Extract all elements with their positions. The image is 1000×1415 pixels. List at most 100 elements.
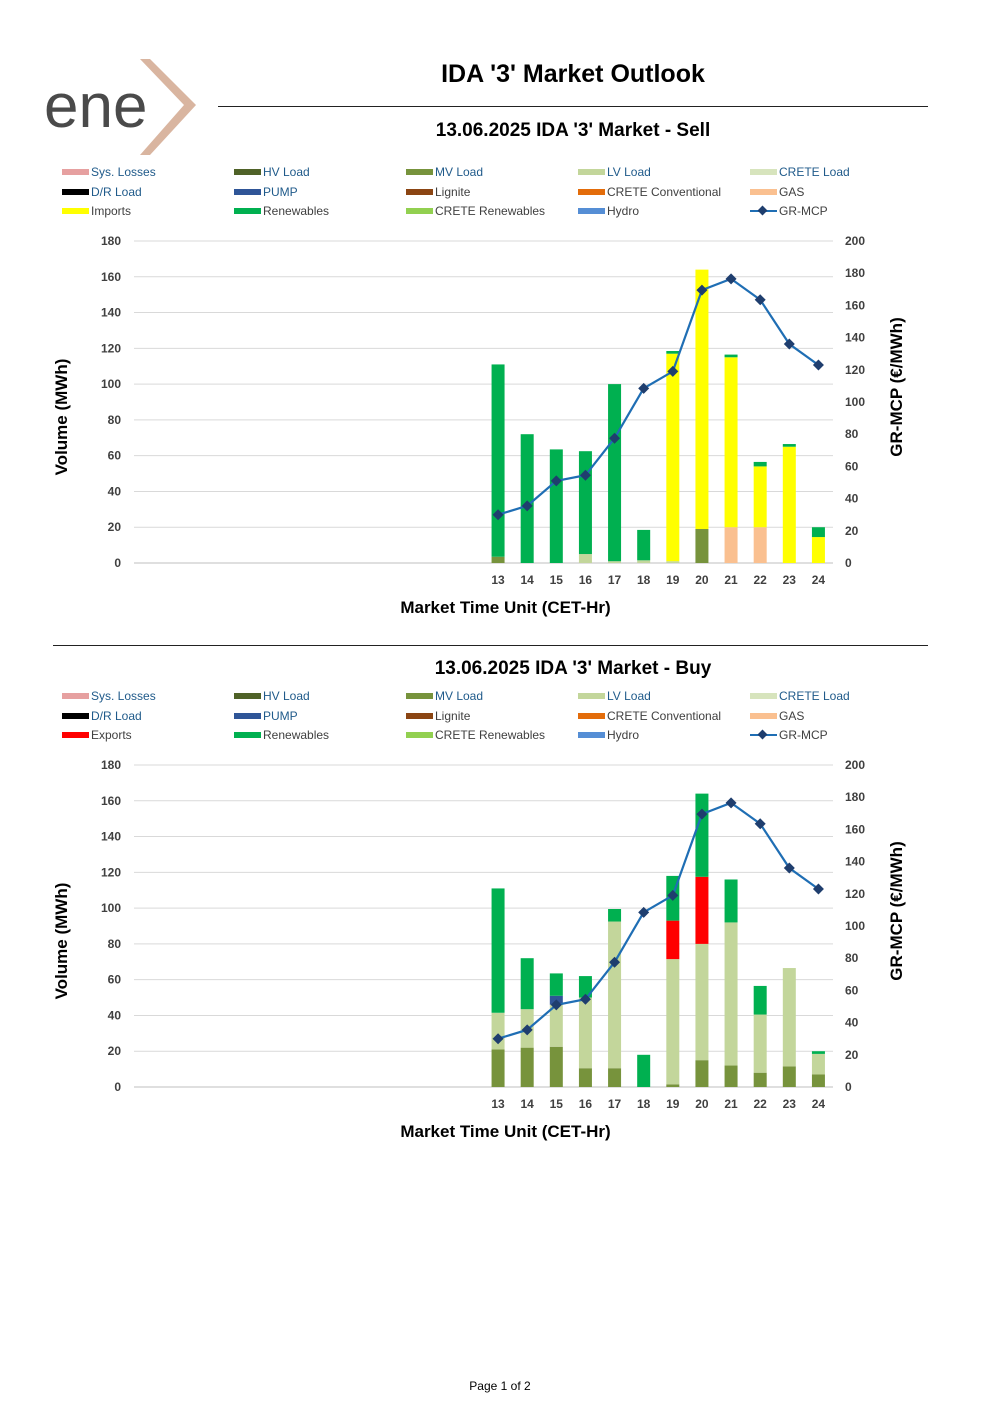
legend-swatch: [234, 732, 261, 738]
x-tick-label: 22: [754, 1097, 768, 1111]
x-tick-label: 20: [695, 573, 709, 587]
legend-item-lignite: Lignite: [406, 185, 470, 199]
legend-swatch: [578, 732, 605, 738]
bar-segment-renewables-16: [578, 976, 592, 998]
x-tick-label: 17: [608, 573, 622, 587]
y2-tick-label: 100: [845, 395, 865, 409]
legend-label: CRETE Load: [779, 689, 850, 703]
x-tick-label: 14: [521, 573, 535, 587]
legend-label: CRETE Conventional: [607, 184, 722, 199]
bar-segment-mv-load-15: [549, 1046, 563, 1087]
gr-mcp-line: [497, 801, 820, 1040]
bar-segment-imports-24: [811, 537, 825, 563]
bar-segment-lv-load-19: [666, 959, 680, 1085]
y-tick-label: 120: [101, 865, 121, 879]
y2-tick-label: 120: [845, 363, 865, 377]
gr-mcp-point-16: [579, 993, 591, 1005]
legend-line-marker-icon: [750, 206, 777, 216]
y-tick-label: 40: [108, 1008, 122, 1022]
bar-segment-renewables-15: [549, 449, 563, 563]
x-tick-label: 18: [637, 1097, 651, 1111]
bar-segment-exports-20: [695, 876, 709, 944]
gr-mcp-point-14: [521, 500, 533, 512]
bar-segment-renewables-18: [637, 529, 651, 561]
enex-logo: ene: [40, 55, 210, 160]
bar-segment-lv-load-15: [549, 1004, 563, 1047]
legend-label: CRETE Renewables: [435, 204, 546, 218]
x-tick-label: 16: [579, 573, 593, 587]
legend-swatch: [578, 169, 605, 175]
bar-segment-lv-load-16: [578, 554, 592, 563]
legend-label: Sys. Losses: [91, 165, 156, 179]
y2-tick-label: 40: [845, 492, 859, 506]
bar-segment-lv-load-20: [695, 943, 709, 1061]
y-tick-label: 80: [108, 937, 122, 951]
legend-label: Sys. Losses: [91, 689, 156, 703]
bar-segment-lv-load-19: [666, 561, 680, 563]
gr-mcp-point-20: [696, 284, 708, 296]
x-tick-label: 24: [812, 1097, 826, 1111]
y2-tick-label: 200: [845, 234, 865, 248]
legend-label: PUMP: [263, 708, 298, 723]
bar-segment-mv-load-13: [491, 556, 505, 563]
gr-mcp-point-14: [521, 1024, 533, 1036]
y2-tick-label: 180: [845, 790, 865, 804]
legend-item-hydro: Hydro: [578, 204, 639, 218]
legend-label: Renewables: [263, 204, 330, 218]
legend-label: Lignite: [435, 184, 471, 199]
legend-line-marker-icon: [750, 730, 777, 740]
x-tick-label: 13: [491, 1097, 505, 1111]
bar-segment-renewables-18: [637, 1054, 651, 1087]
y-tick-label: 20: [108, 520, 122, 534]
bar-segment-renewables-22: [753, 985, 767, 1015]
bar-segment-gas-22: [753, 527, 767, 563]
bar-segment-mv-load-13: [491, 1049, 505, 1087]
bar-segment-lv-load-16: [578, 997, 592, 1069]
bar-segment-lv-load-24: [811, 1053, 825, 1075]
y-tick-label: 120: [101, 341, 121, 355]
legend-label: HV Load: [263, 165, 310, 179]
bar-segment-renewables-24: [811, 527, 825, 538]
legend-label: GR-MCP: [779, 204, 828, 218]
legend-item-crete-renewables: CRETE Renewables: [406, 728, 545, 742]
gr-mcp-point-19: [667, 889, 679, 901]
y-tick-label: 60: [108, 973, 122, 987]
y-axis-title: Volume (MWh): [52, 359, 71, 476]
buy-chart: 1801601401201008060402002001801601401201…: [52, 758, 906, 1141]
enex-logo-graphic: ene: [44, 59, 196, 155]
gr-mcp-point-21: [725, 273, 737, 285]
legend-label: D/R Load: [91, 708, 142, 723]
legend-swatch: [62, 732, 89, 738]
y2-tick-label: 0: [845, 556, 852, 570]
bar-segment-lv-load-22: [753, 1014, 767, 1073]
legend-swatch: [62, 693, 89, 699]
legend-label: HV Load: [263, 689, 310, 703]
legend-swatch: [750, 693, 777, 699]
sell-chart: 1801601401201008060402002001801601401201…: [52, 234, 906, 617]
bar-segment-mv-load-22: [753, 1072, 767, 1087]
bar-segment-imports-20: [695, 269, 709, 530]
bar-segment-renewables-24: [811, 1051, 825, 1054]
y2-tick-label: 60: [845, 459, 859, 473]
legend-swatch: [62, 208, 89, 214]
gr-mcp-point-24: [812, 883, 824, 895]
bar-segment-mv-load-24: [811, 1074, 825, 1087]
legend-item-gr-mcp: GR-MCP: [750, 204, 828, 218]
legend-item-lv-load: LV Load: [578, 165, 651, 179]
y2-tick-label: 140: [845, 855, 865, 869]
y2-tick-label: 160: [845, 298, 865, 312]
legend-label: Exports: [91, 728, 132, 742]
x-tick-label: 17: [608, 1097, 622, 1111]
x-tick-label: 14: [521, 1097, 535, 1111]
legend-label: GAS: [779, 708, 805, 723]
bar-segment-lv-load-17: [608, 561, 622, 563]
bar-segment-renewables-13: [491, 888, 505, 1013]
legend-item-sys-losses: Sys. Losses: [62, 689, 156, 703]
legend-label: GR-MCP: [779, 728, 828, 742]
bar-segment-renewables-20: [695, 793, 709, 877]
y-tick-label: 0: [114, 1080, 121, 1094]
legend-swatch: [578, 712, 605, 719]
legend-item-mv-load: MV Load: [406, 165, 483, 179]
legend-item-hv-load: HV Load: [234, 689, 310, 703]
legend-swatch: [406, 208, 433, 214]
